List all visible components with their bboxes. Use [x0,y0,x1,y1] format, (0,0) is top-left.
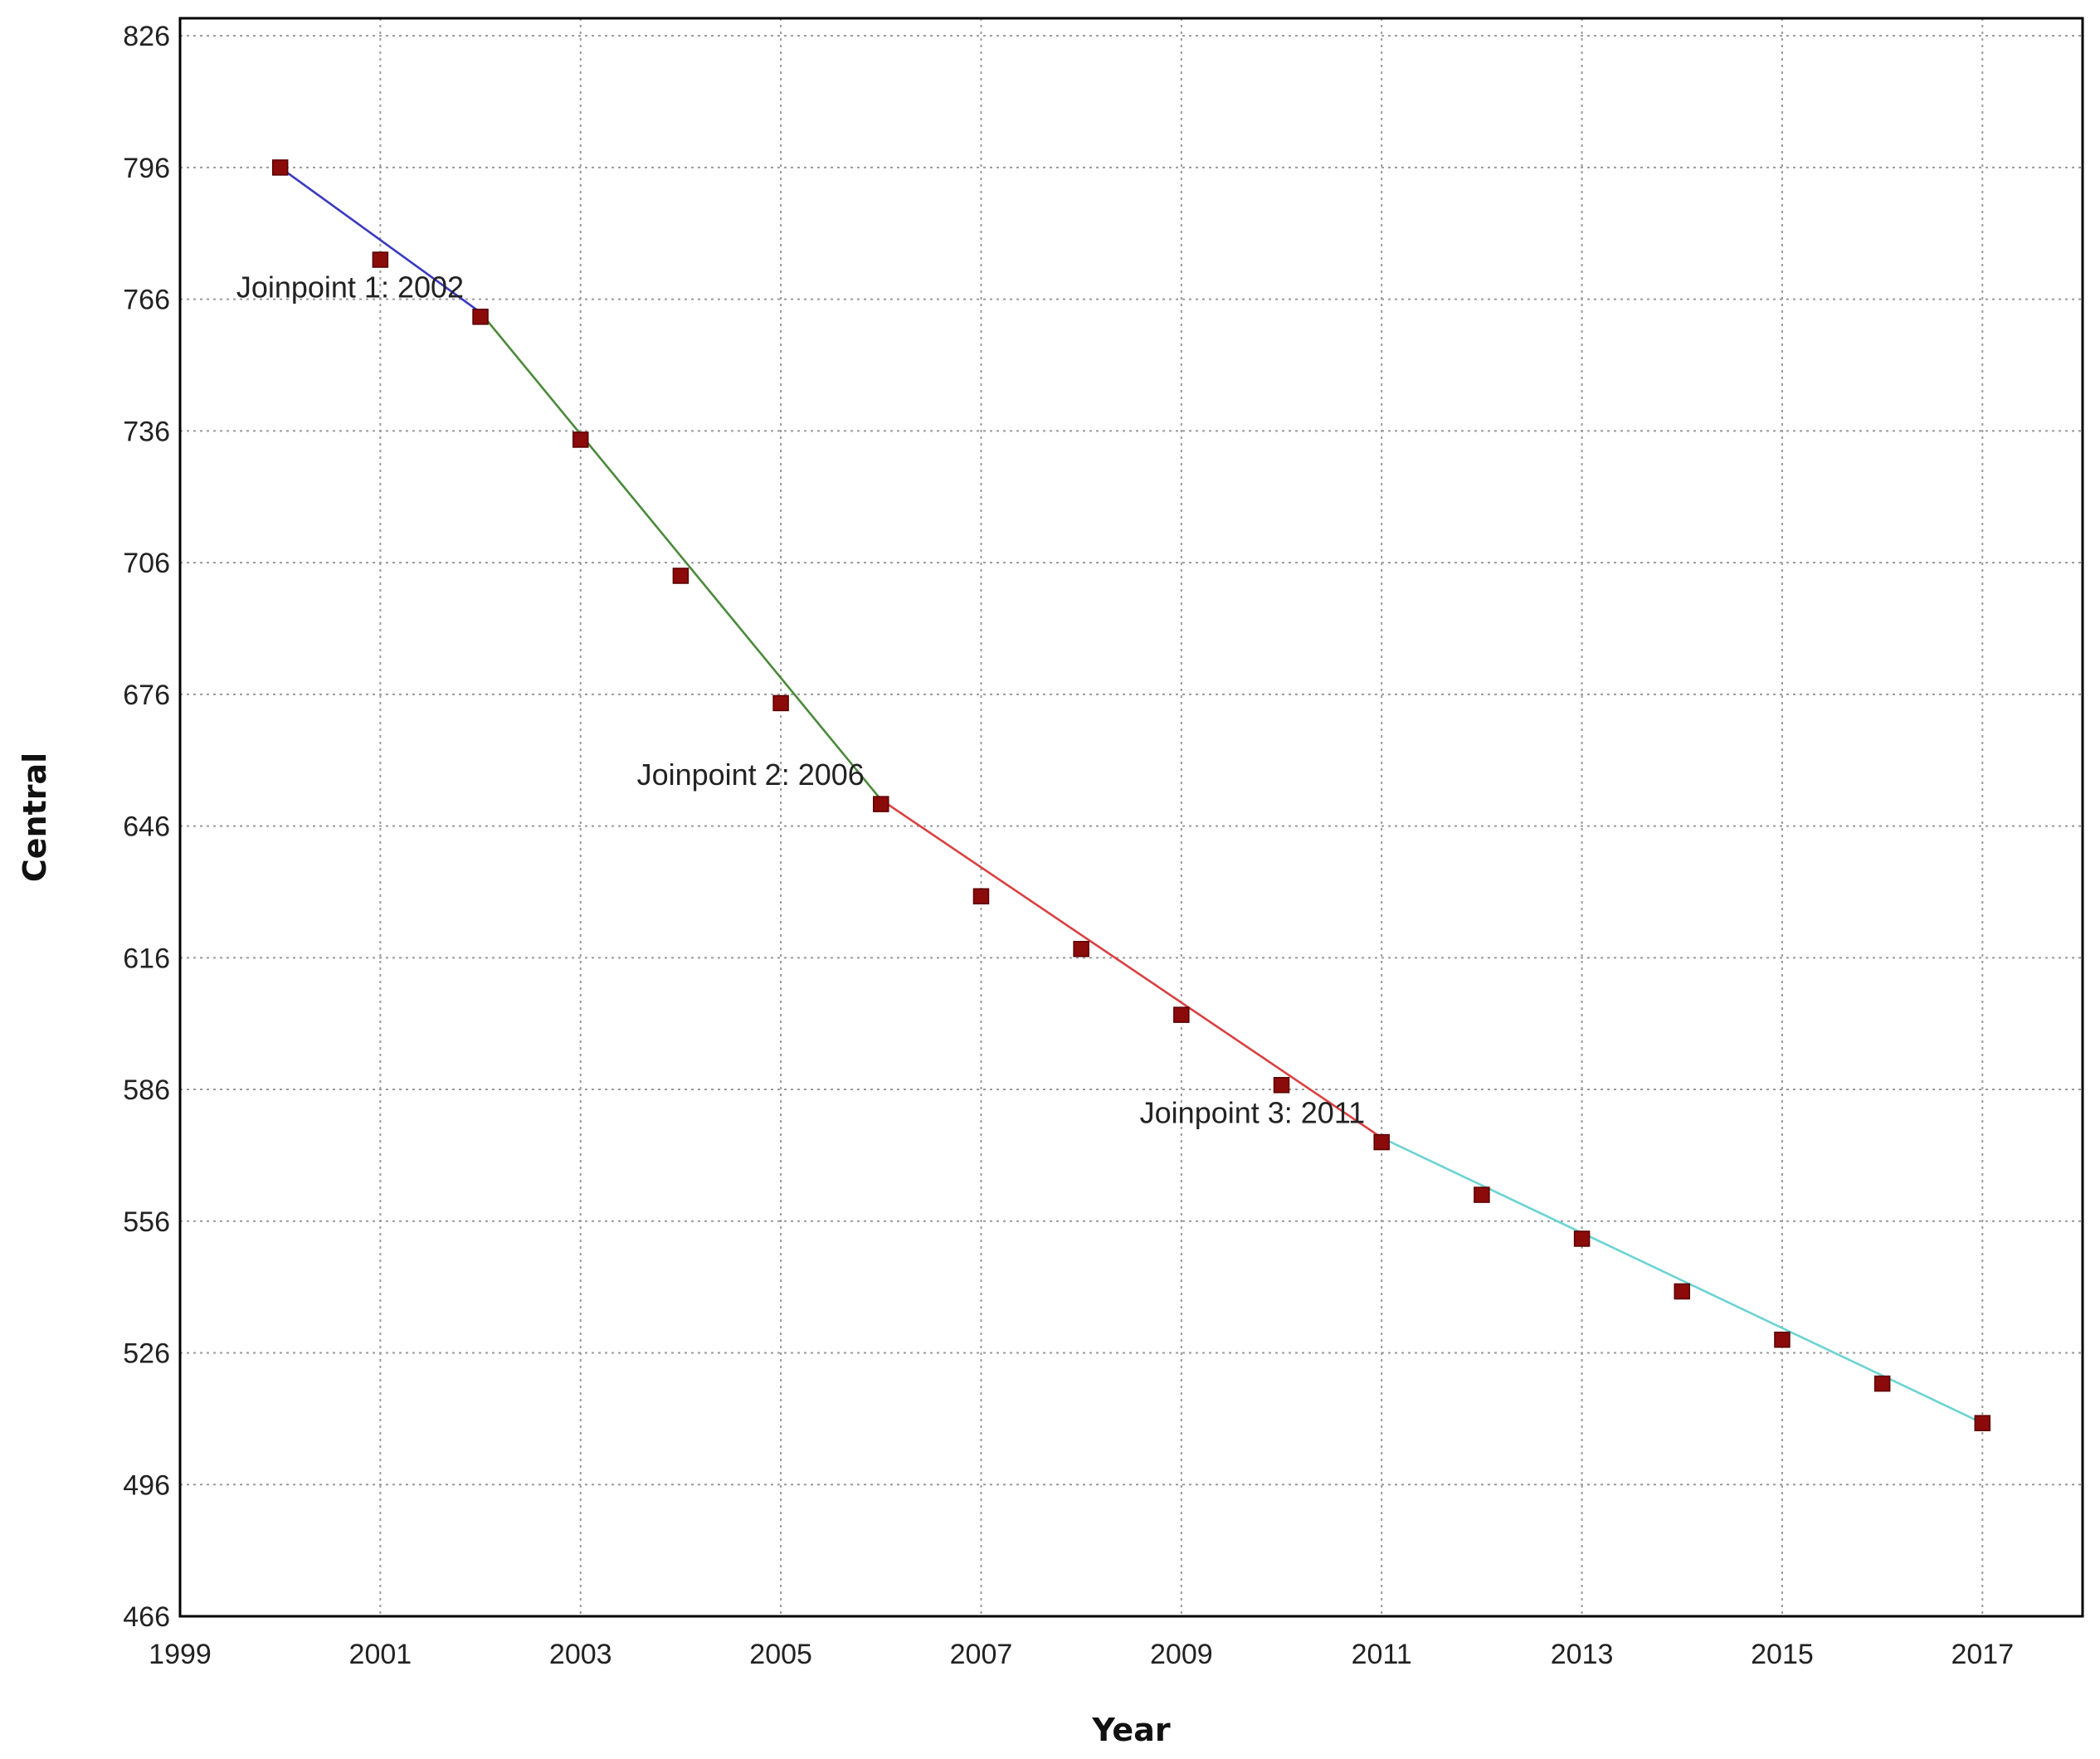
data-point [472,309,489,325]
grid [180,18,2083,1616]
segment-3 [880,798,1382,1139]
y-axis-title: Central [17,753,53,882]
data-point [1173,1006,1190,1023]
data-point [672,568,689,584]
data-point [1573,1230,1591,1247]
observed-markers [271,159,1991,1431]
segment-4 [1381,1137,1983,1425]
x-tick-label: 2013 [1551,1639,1614,1670]
y-tick-label: 676 [123,680,170,711]
y-tick-label: 766 [123,285,170,316]
y-tick-label: 796 [123,153,170,184]
segment-1 [279,166,481,314]
data-point [1474,1186,1490,1203]
segment-2 [480,311,882,801]
y-tick-label: 616 [123,943,170,974]
x-tick-label: 2003 [549,1639,612,1670]
y-tick-label: 826 [123,21,170,52]
joinpoint-annotations: Joinpoint 1: 2002 Joinpoint 2: 2006 Joinpo… [236,270,1365,1130]
x-tick-label: 2001 [349,1639,412,1670]
y-tick-label: 526 [123,1338,170,1370]
x-tick-label: 2017 [1951,1639,2014,1670]
joinpoint-segments [279,166,1983,1425]
x-axis-ticks: 1999 2001 2003 2005 2007 2009 2011 2013 2015 2017 [149,1639,2014,1670]
y-tick-label: 646 [123,811,170,843]
x-axis-title: Year [1091,1712,1170,1748]
data-point [572,431,589,448]
data-point [1273,1077,1290,1094]
x-tick-label: 2009 [1150,1639,1213,1670]
data-point [1974,1415,1991,1431]
y-tick-label: 556 [123,1206,170,1238]
y-tick-label: 586 [123,1074,170,1106]
y-tick-label: 706 [123,548,170,579]
data-point [1073,940,1089,957]
y-tick-label: 736 [123,416,170,447]
y-tick-label: 466 [123,1601,170,1633]
joinpoint-annotation-1: Joinpoint 1: 2002 [236,270,464,305]
joinpoint-annotation-2: Joinpoint 2: 2006 [637,758,865,792]
x-tick-label: 2005 [749,1639,812,1670]
data-point [1774,1331,1791,1348]
x-tick-label: 1999 [149,1639,212,1670]
y-tick-label: 496 [123,1469,170,1501]
joinpoint-annotation-3: Joinpoint 3: 2011 [1140,1095,1366,1129]
plot-frame [178,17,2084,1618]
data-point [972,888,990,904]
x-tick-label: 2007 [950,1639,1013,1670]
data-point [372,251,389,268]
x-tick-label: 2015 [1751,1639,1814,1670]
y-axis-ticks: 466 496 526 556 586 616 646 676 706 736 766 796 826 [123,21,170,1633]
data-point [772,694,789,712]
data-point [1373,1133,1390,1151]
data-point [1674,1283,1691,1300]
x-tick-label: 2011 [1352,1639,1412,1670]
data-point [271,159,289,176]
data-point [1873,1375,1891,1392]
data-point [873,796,889,812]
